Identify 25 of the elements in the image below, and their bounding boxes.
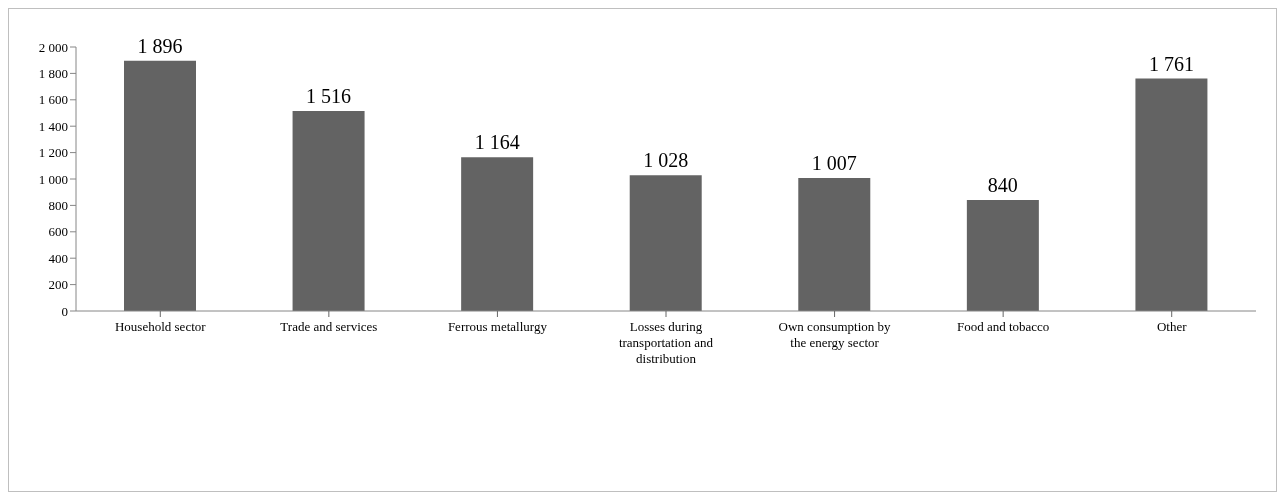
x-tick-label: Food and tobacco bbox=[956, 319, 1050, 334]
data-label: 1 896 bbox=[137, 34, 183, 57]
y-tick-label: 1 600 bbox=[38, 92, 68, 108]
data-label: 1 028 bbox=[643, 149, 689, 172]
data-label: 1 007 bbox=[811, 152, 857, 175]
y-tick-label: 0 bbox=[61, 303, 68, 319]
y-tick-label: 1 200 bbox=[38, 145, 68, 161]
y-tick-label: 200 bbox=[48, 277, 68, 293]
x-tick-label: Trade and services bbox=[280, 319, 378, 334]
data-label: 1 164 bbox=[474, 131, 520, 154]
y-tick-label: 800 bbox=[48, 198, 68, 214]
y-tick-label: 600 bbox=[48, 224, 68, 240]
data-label: 1 516 bbox=[306, 84, 352, 107]
y-tick-label: 1 000 bbox=[38, 171, 68, 187]
data-label: 1 761 bbox=[1148, 52, 1194, 75]
x-tick-label: Other bbox=[1156, 319, 1188, 334]
y-tick-label: 400 bbox=[48, 250, 68, 266]
y-tick-label: 1 400 bbox=[38, 118, 68, 134]
data-label: 840 bbox=[987, 174, 1018, 197]
x-tick-label: Losses during transportation and distribution bbox=[618, 319, 714, 366]
x-tick-label: Ferrous metallurgy bbox=[447, 319, 548, 334]
y-tick-label: 1 800 bbox=[38, 66, 68, 82]
y-tick-label: 2 000 bbox=[38, 39, 68, 55]
x-tick-label: Household sector bbox=[114, 319, 207, 334]
x-tick-label: Own consumption by the energy sector bbox=[778, 319, 892, 350]
